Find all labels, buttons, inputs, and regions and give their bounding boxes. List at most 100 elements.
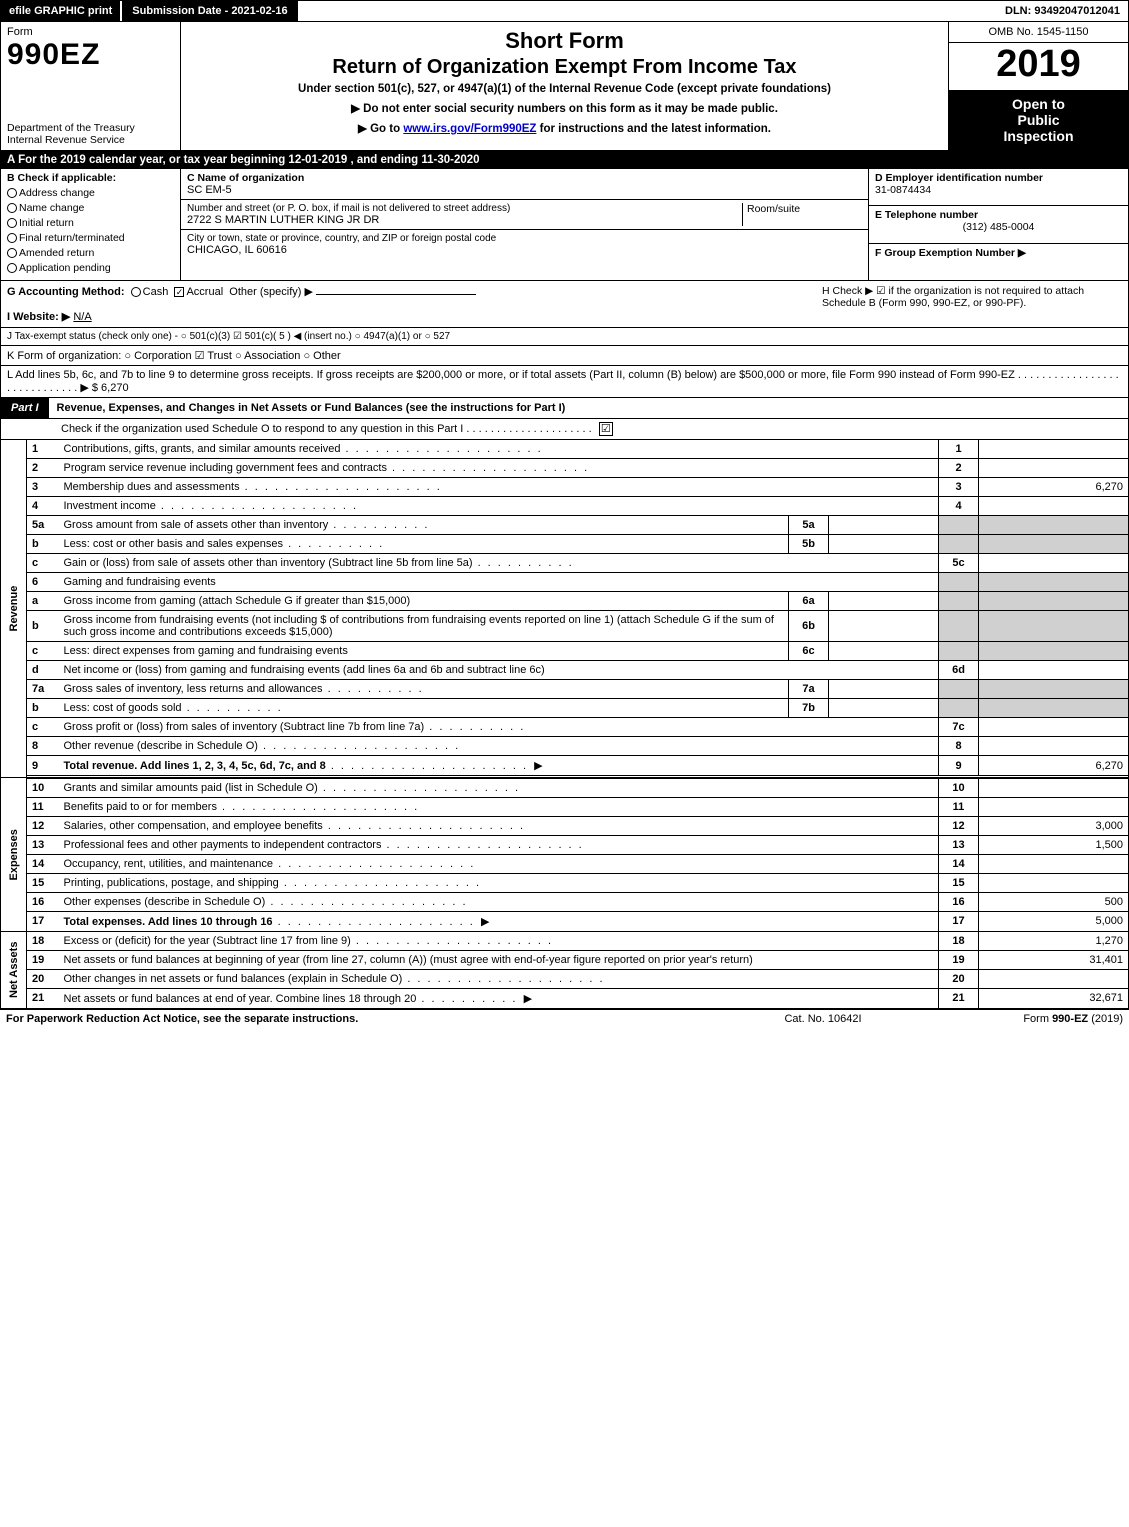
- l13-desc: Professional fees and other payments to …: [59, 835, 939, 854]
- l7c-box: 7c: [939, 718, 979, 737]
- l16-num: 16: [27, 892, 59, 911]
- phone-label: E Telephone number: [875, 209, 1122, 221]
- line-6b: b Gross income from fundraising events (…: [1, 611, 1129, 642]
- l6b-desc: Gross income from fundraising events (no…: [59, 611, 789, 642]
- l5c-num: c: [27, 554, 59, 573]
- tax-period-row: A For the 2019 calendar year, or tax yea…: [0, 151, 1129, 169]
- l21-num: 21: [27, 988, 59, 1008]
- chk-final-return[interactable]: Final return/terminated: [7, 232, 174, 244]
- l16-desc: Other expenses (describe in Schedule O): [59, 892, 939, 911]
- g-other-input[interactable]: [316, 294, 476, 295]
- line-16: 16 Other expenses (describe in Schedule …: [1, 892, 1129, 911]
- l6c-val: [979, 642, 1129, 661]
- l9-box: 9: [939, 756, 979, 776]
- arrow-icon: ▶: [524, 993, 532, 1005]
- dln-label: DLN: 93492047012041: [997, 1, 1128, 21]
- block-l-text: L Add lines 5b, 6c, and 7b to line 9 to …: [7, 369, 1119, 394]
- footer-formref: Form 990-EZ (2019): [923, 1013, 1123, 1025]
- line-4: 4 Investment income 4: [1, 497, 1129, 516]
- l6d-box: 6d: [939, 661, 979, 680]
- l2-val: [979, 459, 1129, 478]
- l10-val: [979, 778, 1129, 798]
- block-k: K Form of organization: ○ Corporation ☑ …: [0, 346, 1129, 366]
- line-5c: c Gain or (loss) from sale of assets oth…: [1, 554, 1129, 573]
- g-cash-radio[interactable]: [131, 287, 141, 297]
- block-b-title: B Check if applicable:: [7, 172, 174, 184]
- l11-num: 11: [27, 797, 59, 816]
- l5b-desc: Less: cost or other basis and sales expe…: [59, 535, 789, 554]
- l13-num: 13: [27, 835, 59, 854]
- lines-table: Revenue 1 Contributions, gifts, grants, …: [0, 440, 1129, 1009]
- l10-num: 10: [27, 778, 59, 798]
- chk-amended-return[interactable]: Amended return: [7, 247, 174, 259]
- l1-val: [979, 440, 1129, 459]
- arrow-icon: ▶: [534, 760, 542, 772]
- block-l-value: $ 6,270: [92, 382, 129, 394]
- line-5a: 5a Gross amount from sale of assets othe…: [1, 516, 1129, 535]
- l6d-num: d: [27, 661, 59, 680]
- l11-desc: Benefits paid to or for members: [59, 797, 939, 816]
- block-d-e-f: D Employer identification number 31-0874…: [868, 169, 1128, 280]
- irs-link[interactable]: www.irs.gov/Form990EZ: [403, 123, 536, 135]
- line-18: Net Assets 18 Excess or (deficit) for th…: [1, 931, 1129, 950]
- l7a-box: [939, 680, 979, 699]
- chk-name-change[interactable]: Name change: [7, 202, 174, 214]
- l4-num: 4: [27, 497, 59, 516]
- part-1-schedule-o-checkbox[interactable]: ☑: [599, 422, 613, 436]
- l15-desc: Printing, publications, postage, and shi…: [59, 873, 939, 892]
- l19-num: 19: [27, 950, 59, 969]
- l5b-mval: [829, 535, 939, 554]
- l3-val: 6,270: [979, 478, 1129, 497]
- chk-address-change[interactable]: Address change: [7, 187, 174, 199]
- l18-num: 18: [27, 931, 59, 950]
- l7c-desc: Gross profit or (loss) from sales of inv…: [59, 718, 939, 737]
- l19-box: 19: [939, 950, 979, 969]
- l7c-val: [979, 718, 1129, 737]
- title-note-2: ▶ Go to www.irs.gov/Form990EZ for instru…: [189, 121, 940, 135]
- topbar-spacer: [298, 1, 997, 21]
- l6a-mval: [829, 592, 939, 611]
- l17-desc: Total expenses. Add lines 10 through 16 …: [59, 911, 939, 931]
- l21-val: 32,671: [979, 988, 1129, 1008]
- l8-box: 8: [939, 737, 979, 756]
- line-7a: 7a Gross sales of inventory, less return…: [1, 680, 1129, 699]
- line-19: 19 Net assets or fund balances at beginn…: [1, 950, 1129, 969]
- l14-box: 14: [939, 854, 979, 873]
- l15-box: 15: [939, 873, 979, 892]
- inspect-line-1: Open to: [953, 96, 1124, 112]
- l7a-desc: Gross sales of inventory, less returns a…: [59, 680, 789, 699]
- l2-box: 2: [939, 459, 979, 478]
- title-short: Short Form: [189, 28, 940, 54]
- footer-catno: Cat. No. 10642I: [723, 1013, 923, 1025]
- title-note-1: ▶ Do not enter social security numbers o…: [189, 101, 940, 115]
- l6a-val: [979, 592, 1129, 611]
- l19-desc: Net assets or fund balances at beginning…: [59, 950, 939, 969]
- l5b-mini: 5b: [789, 535, 829, 554]
- l12-val: 3,000: [979, 816, 1129, 835]
- form-word: Form: [7, 26, 174, 38]
- l13-val: 1,500: [979, 835, 1129, 854]
- l8-val: [979, 737, 1129, 756]
- l5b-val: [979, 535, 1129, 554]
- line-11: 11 Benefits paid to or for members 11: [1, 797, 1129, 816]
- l21-box: 21: [939, 988, 979, 1008]
- l7b-mini: 7b: [789, 699, 829, 718]
- efile-print-label: efile GRAPHIC print: [1, 1, 120, 21]
- l6a-mini: 6a: [789, 592, 829, 611]
- block-h: H Check ▶ ☑ if the organization is not r…: [822, 285, 1122, 323]
- l20-val: [979, 969, 1129, 988]
- g-accrual-check[interactable]: ✓: [174, 287, 184, 297]
- arrow-icon: ▶: [481, 916, 489, 928]
- l5c-box: 5c: [939, 554, 979, 573]
- line-8: 8 Other revenue (describe in Schedule O)…: [1, 737, 1129, 756]
- chk-initial-return[interactable]: Initial return: [7, 217, 174, 229]
- l4-box: 4: [939, 497, 979, 516]
- submission-date-label: Submission Date - 2021-02-16: [120, 1, 297, 21]
- g-cash-label: Cash: [143, 286, 169, 298]
- l14-desc: Occupancy, rent, utilities, and maintena…: [59, 854, 939, 873]
- chk-application-pending[interactable]: Application pending: [7, 262, 174, 274]
- l1-desc: Contributions, gifts, grants, and simila…: [59, 440, 939, 459]
- city-value: CHICAGO, IL 60616: [187, 244, 862, 256]
- form-code: 990EZ: [7, 38, 174, 72]
- line-13: 13 Professional fees and other payments …: [1, 835, 1129, 854]
